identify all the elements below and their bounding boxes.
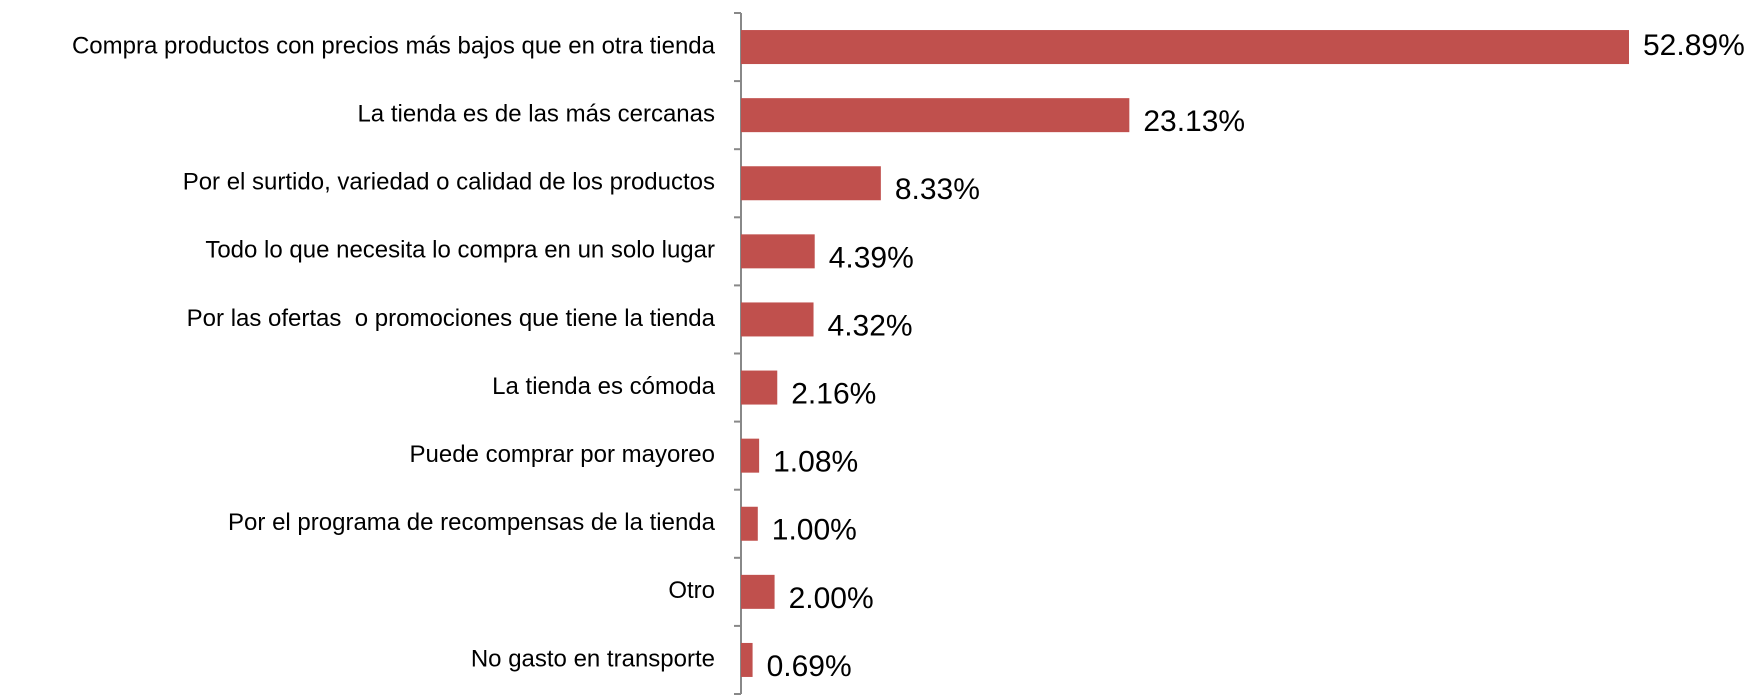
bar — [741, 506, 758, 541]
category-label: Todo lo que necesita lo compra en un sol… — [205, 237, 715, 264]
value-label: 4.39% — [829, 241, 914, 274]
value-label: 1.08% — [773, 446, 858, 479]
category-label: Otro — [668, 577, 715, 604]
category-label: Por las ofertas o promociones que tiene … — [187, 305, 716, 332]
category-label: Compra productos con precios más bajos q… — [72, 32, 716, 59]
bar — [741, 98, 1130, 133]
bar — [741, 438, 760, 473]
value-label: 23.13% — [1143, 105, 1245, 138]
category-label: La tienda es cómoda — [492, 373, 715, 400]
value-label: 0.69% — [767, 650, 852, 683]
bar — [741, 642, 753, 677]
bar — [741, 302, 814, 337]
category-label: Puede comprar por mayoreo — [410, 441, 715, 468]
bar — [741, 166, 881, 201]
bar — [741, 370, 778, 405]
category-label: No gasto en transporte — [471, 645, 715, 672]
bar — [741, 234, 815, 269]
value-label: 4.32% — [828, 309, 913, 342]
category-label: La tienda es de las más cercanas — [357, 100, 715, 127]
value-label: 8.33% — [895, 173, 980, 206]
value-label: 2.00% — [789, 582, 874, 615]
bar — [741, 30, 1629, 65]
category-label: Por el programa de recompensas de la tie… — [228, 509, 716, 536]
value-label: 2.16% — [791, 377, 876, 410]
bar — [741, 574, 775, 609]
value-label: 52.89% — [1643, 29, 1745, 62]
category-label: Por el surtido, variedad o calidad de lo… — [183, 169, 715, 196]
value-label: 1.00% — [772, 514, 857, 547]
